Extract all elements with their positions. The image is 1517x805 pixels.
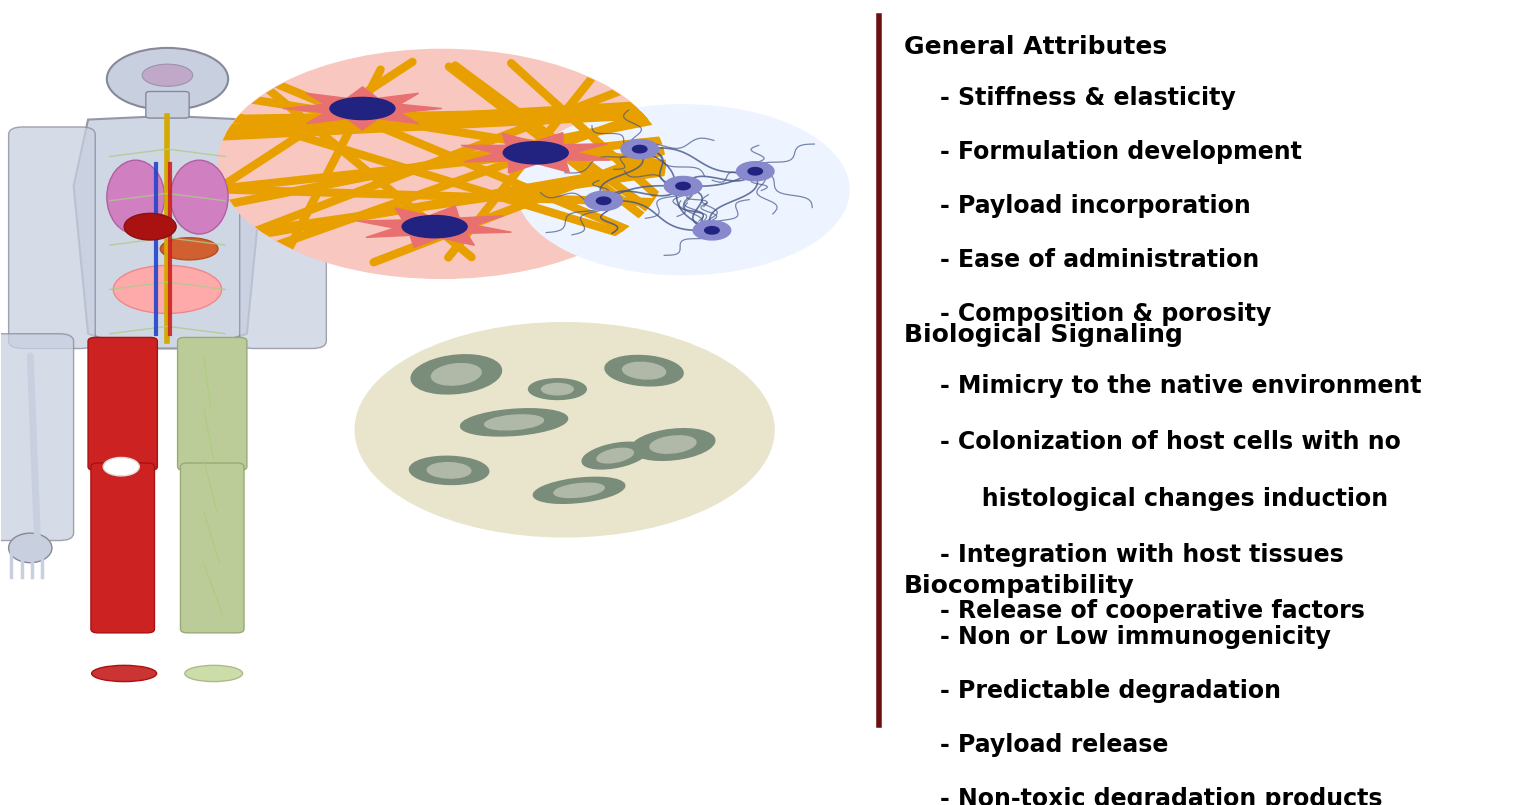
Text: histological changes induction: histological changes induction xyxy=(957,486,1388,510)
Circle shape xyxy=(218,49,666,279)
FancyBboxPatch shape xyxy=(91,463,155,633)
Text: - Ease of administration: - Ease of administration xyxy=(941,248,1259,272)
Ellipse shape xyxy=(114,266,221,313)
Circle shape xyxy=(677,183,690,190)
FancyBboxPatch shape xyxy=(88,337,158,470)
FancyBboxPatch shape xyxy=(240,127,326,349)
FancyBboxPatch shape xyxy=(181,463,244,633)
Circle shape xyxy=(748,167,763,175)
Polygon shape xyxy=(74,116,261,349)
Ellipse shape xyxy=(143,64,193,86)
FancyBboxPatch shape xyxy=(9,127,96,349)
Polygon shape xyxy=(284,87,441,130)
Ellipse shape xyxy=(504,142,569,164)
FancyBboxPatch shape xyxy=(146,92,190,118)
Circle shape xyxy=(633,146,646,153)
FancyBboxPatch shape xyxy=(0,334,74,540)
Text: - Mimicry to the native environment: - Mimicry to the native environment xyxy=(941,374,1421,398)
Text: - Release of cooperative factors: - Release of cooperative factors xyxy=(941,599,1365,623)
Ellipse shape xyxy=(410,456,488,485)
Ellipse shape xyxy=(583,442,648,469)
FancyBboxPatch shape xyxy=(177,337,247,470)
Text: - Non-toxic degradation products: - Non-toxic degradation products xyxy=(941,787,1382,805)
Text: - Payload release: - Payload release xyxy=(941,733,1168,758)
Ellipse shape xyxy=(534,477,625,503)
Text: - Integration with host tissues: - Integration with host tissues xyxy=(941,543,1344,567)
Ellipse shape xyxy=(106,160,164,234)
Ellipse shape xyxy=(185,666,243,682)
Text: - Formulation development: - Formulation development xyxy=(941,140,1302,164)
Circle shape xyxy=(664,176,702,196)
Text: - Composition & porosity: - Composition & porosity xyxy=(941,302,1271,326)
Text: - Payload incorporation: - Payload incorporation xyxy=(941,194,1252,218)
Text: - Non or Low immunogenicity: - Non or Low immunogenicity xyxy=(941,625,1330,650)
Polygon shape xyxy=(461,133,610,173)
Ellipse shape xyxy=(103,457,140,476)
Circle shape xyxy=(124,213,176,240)
Ellipse shape xyxy=(428,463,470,478)
Ellipse shape xyxy=(431,364,481,385)
Ellipse shape xyxy=(598,448,634,463)
Ellipse shape xyxy=(605,356,683,386)
Ellipse shape xyxy=(554,483,604,497)
Circle shape xyxy=(596,197,611,204)
Circle shape xyxy=(693,221,731,240)
Circle shape xyxy=(586,192,622,210)
Ellipse shape xyxy=(484,415,543,430)
Ellipse shape xyxy=(631,429,715,460)
Ellipse shape xyxy=(329,97,394,120)
Circle shape xyxy=(620,139,658,159)
Circle shape xyxy=(355,323,774,537)
Text: Biocompatibility: Biocompatibility xyxy=(904,574,1135,598)
Ellipse shape xyxy=(161,237,218,260)
Circle shape xyxy=(106,48,228,110)
Ellipse shape xyxy=(402,216,467,237)
Circle shape xyxy=(705,227,719,234)
Circle shape xyxy=(517,105,850,275)
Polygon shape xyxy=(358,206,511,247)
Ellipse shape xyxy=(91,666,156,682)
Text: - Colonization of host cells with no: - Colonization of host cells with no xyxy=(941,431,1402,455)
Text: - Stiffness & elasticity: - Stiffness & elasticity xyxy=(941,86,1236,110)
Circle shape xyxy=(736,162,774,181)
Ellipse shape xyxy=(542,383,573,394)
Ellipse shape xyxy=(170,160,228,234)
Text: General Attributes: General Attributes xyxy=(904,35,1167,59)
Ellipse shape xyxy=(411,355,502,394)
Ellipse shape xyxy=(9,533,52,563)
Text: - Predictable degradation: - Predictable degradation xyxy=(941,679,1282,704)
Text: Biological Signaling: Biological Signaling xyxy=(904,323,1183,347)
Ellipse shape xyxy=(622,362,666,379)
Ellipse shape xyxy=(528,379,586,399)
Ellipse shape xyxy=(461,409,567,436)
Ellipse shape xyxy=(649,436,696,453)
